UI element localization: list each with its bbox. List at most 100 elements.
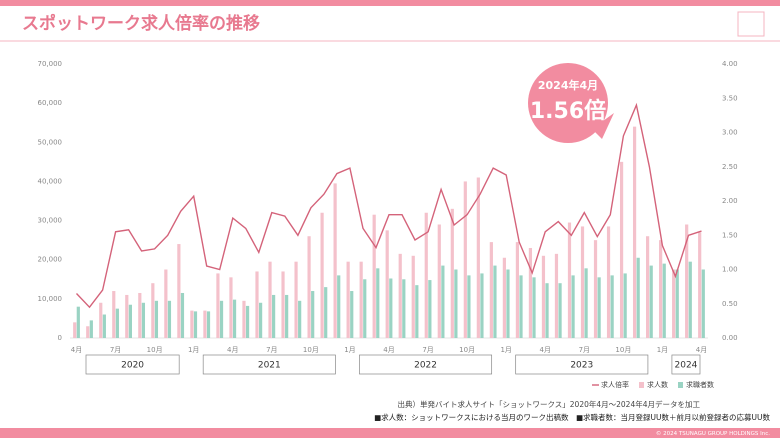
bar xyxy=(584,268,588,338)
bar xyxy=(467,275,471,338)
copyright: © 2024 TSUNAGU GROUP HOLDINGS Inc. xyxy=(656,430,770,437)
year-box xyxy=(359,354,493,375)
source: 出典）単発バイト求人サイト「ショットワークス」2020年4月～2024年4月デー… xyxy=(398,399,701,409)
bar xyxy=(685,224,689,338)
bar xyxy=(229,277,233,338)
x-tick-label: 10月 xyxy=(303,346,319,354)
bar xyxy=(320,212,324,338)
x-tick-label: 4月 xyxy=(383,346,394,354)
bar xyxy=(623,273,627,338)
x-tick-label: 4月 xyxy=(540,346,551,354)
bar xyxy=(424,212,428,338)
x-tick-label: 7月 xyxy=(110,346,121,354)
bar xyxy=(245,305,250,338)
bar xyxy=(606,226,611,338)
y-tick-label: 40,000 xyxy=(38,177,63,185)
bar xyxy=(268,261,272,338)
bar xyxy=(441,265,445,338)
x-tick-label: 1月 xyxy=(344,346,355,354)
bar xyxy=(350,291,354,338)
year-label: 2023 xyxy=(570,361,593,371)
badge-pointer xyxy=(592,113,614,139)
bar xyxy=(203,310,207,338)
bar xyxy=(463,181,467,338)
year-label: 2020 xyxy=(121,361,144,371)
x-tick-label: 10月 xyxy=(147,346,163,354)
bar xyxy=(571,275,575,338)
year-box xyxy=(515,354,649,375)
bar xyxy=(415,285,419,338)
bar xyxy=(115,308,119,338)
bar xyxy=(359,261,363,338)
bar xyxy=(398,253,402,338)
x-tick-label: 1月 xyxy=(188,346,199,354)
bar xyxy=(333,183,337,338)
year-box xyxy=(202,354,336,375)
y2-tick-label: 3.00 xyxy=(722,129,738,137)
year-label: 2024 xyxy=(675,361,698,371)
y2-tick-label: 3.50 xyxy=(722,94,738,102)
bar xyxy=(285,294,289,338)
badge xyxy=(528,63,608,143)
y2-tick-label: 2.00 xyxy=(722,197,738,205)
bar xyxy=(167,300,172,338)
bar xyxy=(219,300,224,338)
top-bar xyxy=(0,0,780,6)
bar xyxy=(437,224,441,338)
y2-tick-label: 0.00 xyxy=(722,334,738,342)
y-tick-label: 20,000 xyxy=(38,256,63,264)
bar xyxy=(99,302,103,338)
y2-tick-label: 1.00 xyxy=(722,266,738,274)
bar xyxy=(450,208,454,338)
bar xyxy=(324,287,328,338)
bar xyxy=(376,268,380,338)
y-tick-label: 60,000 xyxy=(38,99,63,107)
bar xyxy=(102,314,106,338)
bar xyxy=(281,271,285,338)
bar xyxy=(190,310,194,338)
bar xyxy=(73,322,77,338)
bar xyxy=(688,261,692,338)
bar xyxy=(141,302,146,338)
bottom-bar xyxy=(0,428,780,438)
logo xyxy=(737,11,765,37)
badge-value: 1.56倍 xyxy=(530,98,606,124)
y-tick-label: 10,000 xyxy=(38,295,63,303)
plot: 0 10,000 20,000 30,000 40,000 50,000 60,000 70,… xyxy=(38,60,738,389)
y2-tick-label: 2.50 xyxy=(722,163,738,171)
bar xyxy=(476,177,480,338)
y-tick-label: 0 xyxy=(58,334,62,342)
bar xyxy=(216,273,220,338)
bar xyxy=(554,253,559,338)
bar xyxy=(580,226,585,338)
bar xyxy=(698,232,702,338)
bar xyxy=(593,240,598,338)
note: ■求人数：ショットワークスにおける当月のワーク出稿数 ■求職者数：当月登録UU数… xyxy=(374,412,770,422)
bar xyxy=(506,269,510,338)
bar xyxy=(489,242,493,338)
x-tick-label: 4月 xyxy=(227,346,238,354)
bar xyxy=(272,294,276,338)
bar xyxy=(649,265,653,338)
x-tick-label: 7月 xyxy=(266,346,277,354)
x-tick-label: 7月 xyxy=(579,346,590,354)
x-tick-label: 4月 xyxy=(696,346,707,354)
x-tick-label: 10月 xyxy=(615,346,631,354)
bar xyxy=(180,292,185,338)
bar xyxy=(112,291,116,338)
bar xyxy=(636,257,640,338)
y-tick-label: 50,000 xyxy=(38,138,63,146)
bar xyxy=(567,222,572,338)
bar xyxy=(294,261,298,338)
bar xyxy=(515,242,520,338)
year-box xyxy=(671,354,701,375)
bar xyxy=(646,236,650,338)
x-tick-label: 4月 xyxy=(71,346,82,354)
bar xyxy=(128,304,132,338)
bar xyxy=(363,279,367,338)
bar xyxy=(532,277,536,338)
bar xyxy=(385,230,389,338)
bar xyxy=(86,326,90,338)
x-tick-label: 1月 xyxy=(500,346,511,354)
